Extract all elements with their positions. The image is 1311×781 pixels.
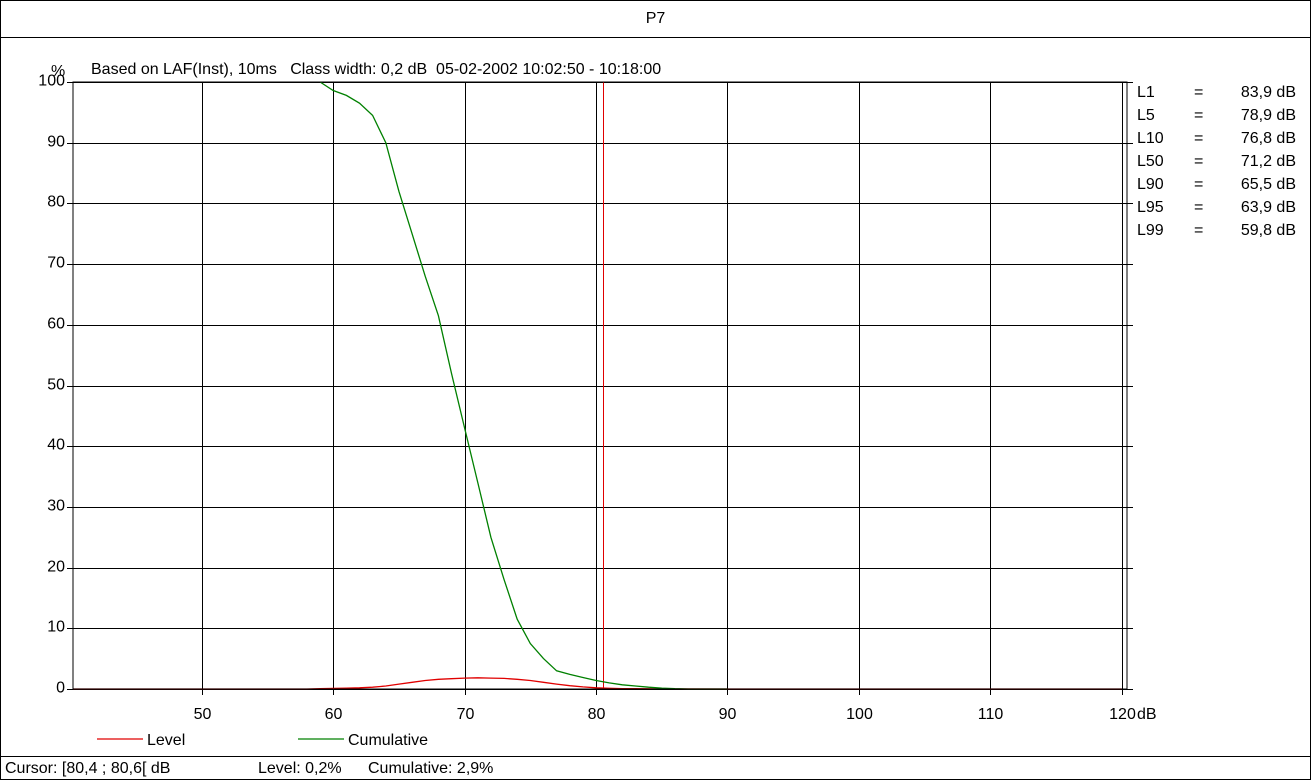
legend-label-level: Level [147,732,185,749]
percentile-equals: = [1194,176,1203,193]
y-tick-label: 10 [47,619,65,636]
percentile-label: L1 [1137,84,1155,101]
percentile-equals: = [1194,222,1203,239]
percentile-equals: = [1194,199,1203,216]
series-cumulative-line [319,81,728,690]
percentile-value: 65,5 dB [1241,176,1296,193]
y-tick-label: 40 [47,437,65,454]
x-tick-label: 110 [978,706,1004,723]
x-tick-label: 120 [1109,706,1136,723]
y-tick-label: 100 [38,73,65,90]
percentile-equals: = [1194,153,1203,170]
series-layer [73,81,1122,690]
status-bar: Cursor: [80,4 ; 80,6[ dB Level: 0,2% Cum… [1,756,1310,781]
percentile-value: 83,9 dB [1241,84,1296,101]
level-readout: Level: 0,2% [258,760,342,777]
y-tick-label: 80 [47,194,65,211]
percentile-label: L90 [1137,176,1164,193]
percentile-label: L10 [1137,130,1164,147]
percentile-value: 71,2 dB [1241,153,1296,170]
x-tick-label: 100 [846,706,873,723]
percentile-label: L50 [1137,153,1164,170]
percentile-value: 59,8 dB [1241,222,1296,239]
y-tick-label: 0 [56,680,65,697]
x-tick-label: 60 [325,706,343,723]
legend: Level Cumulative [97,732,428,749]
cursor-readout: Cursor: [80,4 ; 80,6[ dB [5,760,171,777]
x-tick-label: 90 [719,706,737,723]
chart-subtitle: Based on LAF(Inst), 10ms Class width: 0,… [91,61,661,78]
percentile-value: 76,8 dB [1241,130,1296,147]
y-tick-label: 50 [47,377,65,394]
percentile-equals: = [1194,130,1203,147]
percentile-label: L5 [1137,107,1155,124]
axes: 50 60 70 80 90 100 110 120 0 10 20 30 40 50 60 70 80 90 10… [38,73,1136,724]
percentile-equals: = [1194,107,1203,124]
legend-label-cumulative: Cumulative [348,732,428,749]
percentile-label: L99 [1137,222,1164,239]
y-axis-label: % [51,63,65,80]
series-level-line [73,677,1122,690]
y-tick-label: 30 [47,498,65,515]
x-tick-label: 50 [194,706,212,723]
percentile-table: L1 = 83,9 dB L5 = 78,9 dB L10 = 76,8 dB L50 = 71,2 … [1137,84,1296,239]
chart-labels: % Based on LAF(Inst), 10ms Class width: … [51,61,1157,723]
y-tick-label: 70 [47,255,65,272]
percentile-label: L95 [1137,199,1164,216]
plot-border [72,81,1128,690]
x-axis-label: dB [1137,706,1157,723]
chart-title: P7 [645,10,666,27]
percentile-value: 78,9 dB [1241,107,1296,124]
percentile-equals: = [1194,84,1203,101]
percentile-value: 63,9 dB [1241,199,1296,216]
distribution-chart[interactable]: 50 60 70 80 90 100 110 120 0 10 20 30 40 50 60 70 80 90 10… [1,38,1310,756]
grid [67,82,1133,695]
y-tick-label: 60 [47,316,65,333]
chart-title-bar: P7 [1,1,1310,38]
y-tick-label: 90 [47,134,65,151]
cumulative-readout: Cumulative: 2,9% [368,760,494,777]
y-tick-label: 20 [47,559,65,576]
x-tick-label: 80 [588,706,606,723]
x-tick-label: 70 [457,706,475,723]
